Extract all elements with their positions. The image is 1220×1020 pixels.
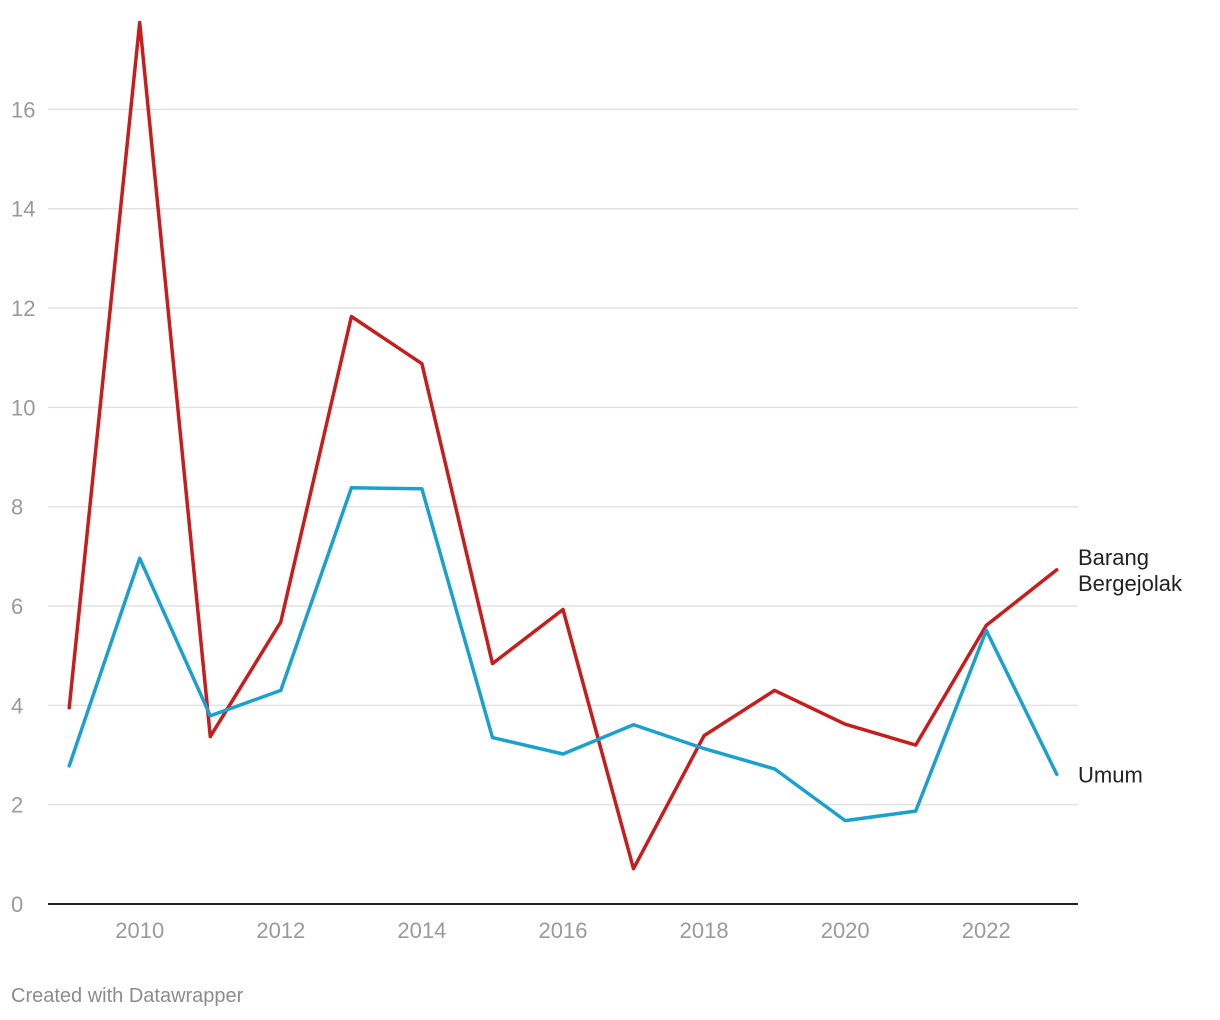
series-end-labels: Barang Bergejolak Umum [1078,545,1183,788]
series-line-umum [67,486,1059,823]
x-tick-label-2014: 2014 [397,918,446,943]
y-tick-label-14: 14 [11,197,35,222]
credit-text: Created with Datawrapper [11,985,244,1007]
y-tick-label-4: 4 [11,693,23,718]
gridlines [48,108,1078,806]
x-tick-label-2018: 2018 [680,918,729,943]
x-tick-label-2022: 2022 [962,918,1011,943]
x-axis-tick-labels: 2010 2012 2014 2016 2018 2020 2022 [115,918,1011,943]
y-tick-label-2: 2 [11,793,23,818]
y-axis-tick-labels: 0 2 4 6 8 10 12 14 16 [11,97,35,917]
x-tick-label-2016: 2016 [539,918,588,943]
series-lines [67,20,1059,871]
y-tick-label-6: 6 [11,594,23,619]
y-tick-label-8: 8 [11,495,23,520]
x-tick-label-2020: 2020 [821,918,870,943]
y-tick-label-12: 12 [11,296,35,321]
series-label-barang-bergejolak: Barang Bergejolak [1078,545,1183,596]
x-tick-label-2012: 2012 [256,918,305,943]
x-tick-label-2010: 2010 [115,918,164,943]
y-tick-label-10: 10 [11,395,35,420]
series-label-umum: Umum [1078,762,1143,787]
y-tick-label-16: 16 [11,97,35,122]
series-line-barang-bergejolak [67,20,1059,871]
y-tick-label-0: 0 [11,892,23,917]
